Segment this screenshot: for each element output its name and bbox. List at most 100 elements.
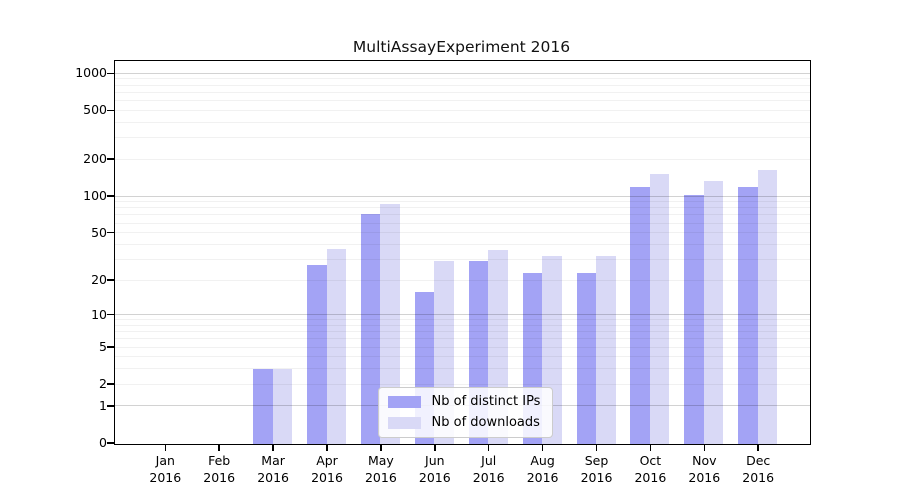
- x-tick-mark: [218, 444, 220, 451]
- x-tick-label-apr: Apr 2016: [295, 452, 359, 486]
- year-line: 2016: [472, 470, 505, 485]
- year-line: 2016: [311, 470, 343, 485]
- y-tick-label: 100: [83, 188, 107, 204]
- month-line: Nov: [692, 453, 717, 468]
- y-tick-mark: [107, 313, 114, 316]
- month-line: Apr: [316, 453, 338, 468]
- gridline-minor: [114, 232, 810, 234]
- gridline-minor: [114, 356, 810, 358]
- x-tick-mark: [380, 444, 382, 451]
- gridline-minor: [114, 243, 810, 245]
- month-line: Oct: [639, 453, 662, 468]
- legend-swatch-distinct-ips: [387, 395, 421, 408]
- x-tick-label-may: May 2016: [349, 452, 413, 486]
- bar-ips-sep: [576, 273, 596, 444]
- year-line: 2016: [257, 470, 289, 485]
- x-tick-label-nov: Nov 2016: [672, 452, 736, 486]
- month-line: Mar: [261, 453, 285, 468]
- gridline-minor: [114, 279, 810, 281]
- year-line: 2016: [418, 470, 451, 485]
- bar-downloads-mar: [272, 369, 293, 444]
- bar-ips-nov: [684, 194, 704, 444]
- gridline-minor: [114, 100, 810, 102]
- x-tick-mark: [164, 444, 167, 451]
- x-tick-label-jul: Jul 2016: [457, 452, 521, 486]
- gridline-minor: [114, 319, 810, 321]
- year-line: 2016: [203, 470, 236, 485]
- y-tick-mark: [107, 109, 114, 112]
- gridline-major: [114, 72, 810, 74]
- x-tick-label-feb: Feb 2016: [187, 452, 251, 486]
- bar-ips-dec: [738, 186, 758, 444]
- y-tick-mark: [107, 231, 114, 234]
- gridline-minor: [114, 137, 810, 139]
- bar-ips-apr: [307, 265, 327, 444]
- year-line: 2016: [634, 470, 667, 485]
- x-tick-label-aug: Aug 2016: [511, 452, 575, 486]
- x-tick-label-jun: Jun 2016: [403, 452, 467, 486]
- month-line: Aug: [530, 453, 555, 468]
- y-tick-mark: [107, 346, 114, 348]
- gridline-minor: [114, 84, 810, 86]
- gridline-minor: [114, 158, 810, 160]
- y-tick-mark: [107, 195, 114, 197]
- month-line: Dec: [746, 453, 771, 468]
- y-tick-label: 10: [91, 306, 107, 322]
- month-line: Jul: [481, 453, 497, 468]
- x-tick-mark: [434, 444, 436, 451]
- plot-area: Nb of distinct IPs Nb of downloads: [113, 59, 811, 445]
- x-tick-mark: [757, 444, 759, 451]
- y-tick-mark: [107, 72, 114, 75]
- x-tick-mark: [541, 444, 544, 451]
- gridline-major: [114, 195, 810, 197]
- y-tick-label: 2: [99, 376, 107, 392]
- x-tick-mark: [595, 444, 598, 451]
- bar-downloads-nov: [703, 181, 724, 444]
- gridline-minor: [114, 222, 810, 224]
- y-tick-label: 50: [91, 224, 107, 240]
- bar-ips-oct: [630, 186, 650, 444]
- gridline-minor: [114, 109, 810, 111]
- legend-item-downloads: Nb of downloads: [387, 415, 541, 431]
- bar-ips-mar: [253, 369, 273, 444]
- x-tick-label-jan: Jan 2016: [133, 452, 197, 486]
- month-line: Jun: [425, 453, 445, 468]
- gridline-major: [114, 314, 810, 316]
- year-line: 2016: [688, 470, 721, 485]
- y-tick-label: 5: [99, 339, 107, 355]
- bar-downloads-may: [380, 203, 400, 444]
- bar-downloads-sep: [596, 256, 616, 444]
- y-tick-mark: [107, 279, 114, 281]
- legend-label-distinct-ips: Nb of distinct IPs: [431, 393, 541, 409]
- y-tick-label: 0: [99, 435, 107, 450]
- legend-item-distinct-ips: Nb of distinct IPs: [387, 393, 541, 410]
- year-line: 2016: [526, 470, 559, 485]
- gridline-minor: [114, 214, 810, 216]
- x-tick-label-dec: Dec 2016: [726, 452, 790, 486]
- legend-swatch-downloads: [387, 416, 421, 429]
- month-line: Jan: [155, 453, 175, 468]
- year-line: 2016: [364, 470, 397, 485]
- y-tick-mark: [107, 158, 114, 160]
- x-tick-mark: [326, 444, 328, 451]
- year-line: 2016: [580, 470, 613, 485]
- gridline-minor: [114, 78, 810, 80]
- gridline-minor: [114, 121, 810, 123]
- chart-title: MultiAssayExperiment 2016: [352, 38, 571, 56]
- y-tick-mark: [107, 442, 114, 444]
- y-tick-label: 1: [99, 397, 107, 413]
- gridline-minor: [114, 258, 810, 260]
- bar-downloads-oct: [649, 174, 670, 444]
- x-tick-label-mar: Mar 2016: [241, 452, 305, 486]
- legend: Nb of distinct IPs Nb of downloads: [377, 386, 554, 438]
- x-tick-mark: [649, 444, 652, 451]
- y-tick-mark: [107, 405, 114, 407]
- gridline-minor: [114, 91, 810, 93]
- gridline-minor: [114, 201, 810, 203]
- gridline-minor: [114, 383, 810, 385]
- x-tick-label-sep: Sep 2016: [565, 452, 629, 486]
- month-line: May: [367, 453, 394, 468]
- bar-downloads-dec: [757, 169, 778, 444]
- bar-downloads-apr: [326, 248, 346, 444]
